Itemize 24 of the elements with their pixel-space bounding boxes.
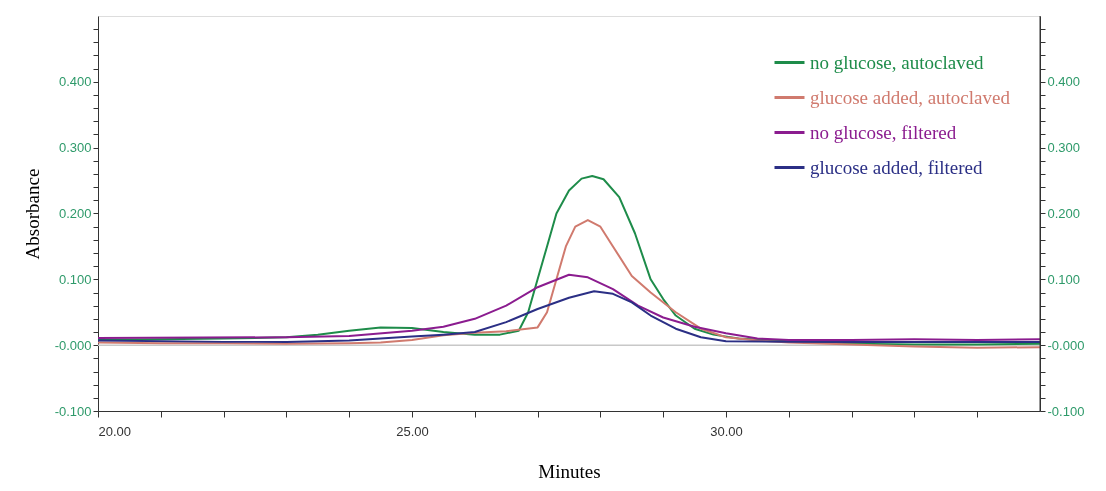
x-tick-label: 20.00 (98, 423, 132, 439)
y2-tick-label: -0.000 (1047, 337, 1085, 353)
y2-tick-label: 0.100 (1047, 271, 1081, 287)
line-series (98, 290, 1040, 343)
legend-label: glucose added, filtered (810, 156, 984, 178)
y-tick-label: 0.300 (58, 140, 92, 156)
y2-tick-label: 0.300 (1047, 140, 1081, 156)
line-series (98, 219, 1040, 349)
y-axis-title: Absorbance (21, 168, 43, 260)
y-tick-label: -0.100 (54, 403, 92, 419)
line-series (98, 273, 1040, 341)
y2-tick-label: -0.100 (1047, 403, 1085, 419)
x-tick-label: 30.00 (710, 423, 743, 439)
y-tick-label: 0.200 (58, 206, 92, 221)
legend-label: no glucose, filtered (810, 121, 957, 143)
y-tick-label: 0.400 (58, 74, 92, 90)
x-tick-label: 25.00 (396, 423, 429, 439)
y-tick-label: 0.100 (58, 271, 92, 287)
y2-tick-label: 0.400 (1047, 74, 1081, 90)
legend-label: glucose added, autoclaved (810, 86, 1011, 108)
y2-tick-label: 0.200 (1047, 206, 1081, 221)
legend-label: no glucose, autoclaved (810, 51, 985, 73)
x-axis-title: Minutes (538, 460, 601, 482)
y-tick-label: -0.000 (54, 337, 92, 353)
